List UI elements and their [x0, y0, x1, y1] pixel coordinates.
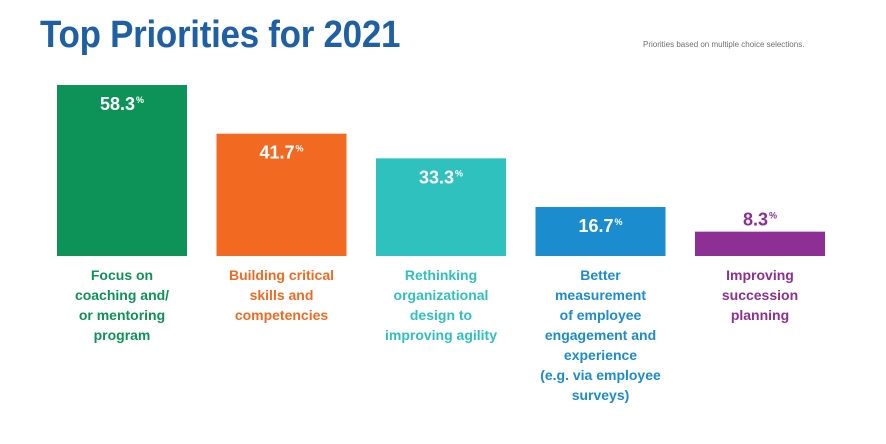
- chart-note: Priorities based on multiple choice sele…: [643, 40, 805, 49]
- category-label: Rethinking organizational design to impr…: [384, 267, 497, 343]
- category-label: Better measurement of employee engagemen…: [540, 267, 661, 403]
- bar-value-number: 41.7: [259, 143, 294, 163]
- bar: [695, 231, 825, 256]
- category-label: Focus on coaching and/ or mentoring prog…: [74, 267, 170, 343]
- bar-value-unit: %: [296, 144, 304, 154]
- bar-value-number: 16.7: [578, 216, 613, 236]
- bar-value-number: 8.3: [743, 210, 768, 230]
- bar-value-unit: %: [615, 217, 623, 227]
- bar: [376, 158, 506, 256]
- category-label: Improving succession planning: [721, 267, 799, 323]
- bar-value-unit: %: [455, 168, 463, 178]
- bar-value-label: 16.7%: [578, 216, 622, 236]
- bar-value-label: 58.3%: [100, 94, 144, 114]
- bar-value-number: 33.3: [419, 167, 454, 187]
- bar: [57, 85, 187, 256]
- bar-value-label: 33.3%: [419, 167, 463, 187]
- bar-value-label: 8.3%: [743, 210, 777, 230]
- bar-value-number: 58.3: [100, 94, 135, 114]
- bar: [216, 133, 347, 256]
- bar: [535, 207, 666, 256]
- bar-value-unit: %: [769, 211, 777, 221]
- bar-value-label: 41.7%: [259, 143, 303, 163]
- bar-value-unit: %: [136, 95, 144, 105]
- category-label: Building critical skills and competencie…: [228, 267, 334, 323]
- chart-title: Top Priorities for 2021: [40, 14, 401, 56]
